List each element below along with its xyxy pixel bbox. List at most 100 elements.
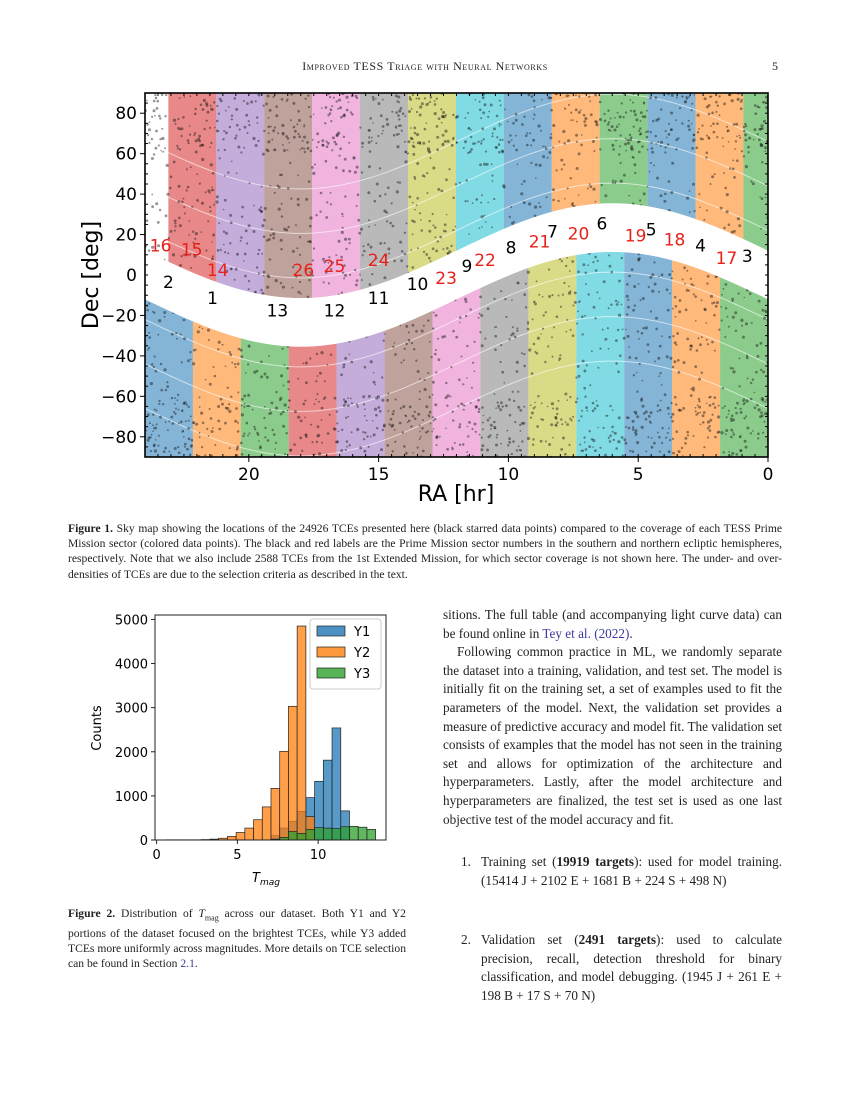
tce-point — [266, 149, 270, 153]
tce-point — [158, 319, 162, 323]
tce-point — [564, 392, 568, 396]
section-link[interactable]: 2.1 — [180, 956, 195, 970]
tce-point — [258, 248, 261, 252]
tce-point — [579, 300, 581, 303]
tce-point — [192, 348, 196, 352]
tce-point — [559, 305, 563, 308]
tce-point — [305, 381, 308, 385]
tce-point — [739, 411, 743, 414]
dec-tick-label: 20 — [115, 226, 137, 246]
sector-coverage-region — [480, 267, 529, 457]
tce-point — [641, 379, 644, 382]
tce-point — [340, 230, 344, 234]
tce-point — [223, 148, 226, 152]
tce-point — [342, 135, 346, 138]
tce-point — [212, 188, 215, 191]
tce-point — [640, 398, 644, 402]
tce-point — [236, 421, 239, 424]
tce-point — [267, 275, 271, 279]
tce-point — [322, 257, 325, 261]
tce-point — [607, 307, 610, 310]
tce-point — [433, 112, 437, 116]
tce-point — [154, 146, 158, 150]
tce-point — [573, 291, 577, 295]
tce-point — [472, 361, 475, 364]
sector-coverage-region — [528, 254, 577, 457]
tce-point — [304, 433, 308, 437]
tce-point — [506, 120, 509, 123]
tce-point — [233, 97, 237, 100]
tce-point — [289, 161, 292, 165]
tce-point — [580, 449, 583, 452]
tce-point — [345, 440, 349, 443]
tce-point — [325, 216, 329, 219]
tce-point — [381, 132, 383, 135]
tce-point — [148, 346, 151, 350]
tce-point — [508, 338, 511, 341]
tce-point — [271, 428, 274, 432]
tce-point — [508, 413, 512, 417]
tce-point — [576, 120, 578, 123]
citation-link[interactable]: Tey et al. (2022) — [542, 625, 630, 641]
sector-coverage-region — [647, 93, 696, 220]
tce-point — [731, 300, 734, 303]
tce-point — [398, 181, 402, 184]
tce-point — [577, 310, 579, 313]
tce-point — [551, 336, 553, 339]
tce-point — [373, 199, 377, 203]
tce-point — [536, 425, 539, 428]
tce-point — [210, 257, 214, 261]
tce-point — [223, 198, 227, 202]
tce-point — [727, 129, 730, 132]
tce-point — [753, 104, 757, 107]
tce-point — [187, 427, 191, 430]
histogram-bar-y2 — [261, 806, 272, 841]
tce-point — [670, 277, 673, 280]
tce-point — [498, 407, 500, 410]
tce-point — [581, 449, 585, 452]
tce-point — [243, 394, 247, 398]
tce-point — [632, 308, 635, 312]
tce-point — [614, 116, 616, 119]
tce-point — [555, 418, 557, 420]
tce-point — [691, 345, 693, 348]
tce-point — [744, 122, 747, 126]
tce-point — [632, 109, 636, 113]
tce-point — [422, 419, 425, 421]
tce-point — [764, 146, 767, 150]
tce-point — [454, 183, 458, 186]
tce-point — [475, 198, 479, 201]
tce-point — [208, 382, 212, 386]
tce-point — [198, 396, 201, 399]
tce-point — [297, 377, 300, 380]
tce-point — [235, 447, 239, 451]
tce-point — [675, 343, 678, 346]
tce-point — [754, 112, 758, 115]
tce-point — [185, 420, 187, 423]
tce-point — [280, 215, 284, 218]
tce-point — [191, 205, 194, 208]
y-tick-label: 1000 — [115, 790, 148, 805]
tce-point — [155, 129, 158, 133]
tce-point — [506, 429, 509, 432]
tce-point — [669, 356, 673, 360]
tce-point — [303, 150, 306, 154]
tce-point — [383, 209, 387, 213]
tce-point — [627, 416, 630, 419]
tce-point — [275, 114, 279, 118]
tce-point — [260, 360, 263, 364]
tce-point — [224, 421, 227, 425]
tce-point — [692, 140, 694, 143]
tce-point — [648, 420, 651, 423]
tce-point — [196, 173, 199, 176]
tce-point — [623, 173, 626, 177]
tce-point — [410, 425, 413, 428]
tce-point — [674, 316, 677, 318]
tce-point — [494, 334, 498, 338]
tce-point — [295, 224, 297, 227]
tce-point — [689, 348, 692, 351]
tce-point — [731, 451, 735, 455]
tce-point — [734, 329, 738, 332]
tce-point — [379, 409, 382, 413]
tce-point — [319, 191, 323, 195]
